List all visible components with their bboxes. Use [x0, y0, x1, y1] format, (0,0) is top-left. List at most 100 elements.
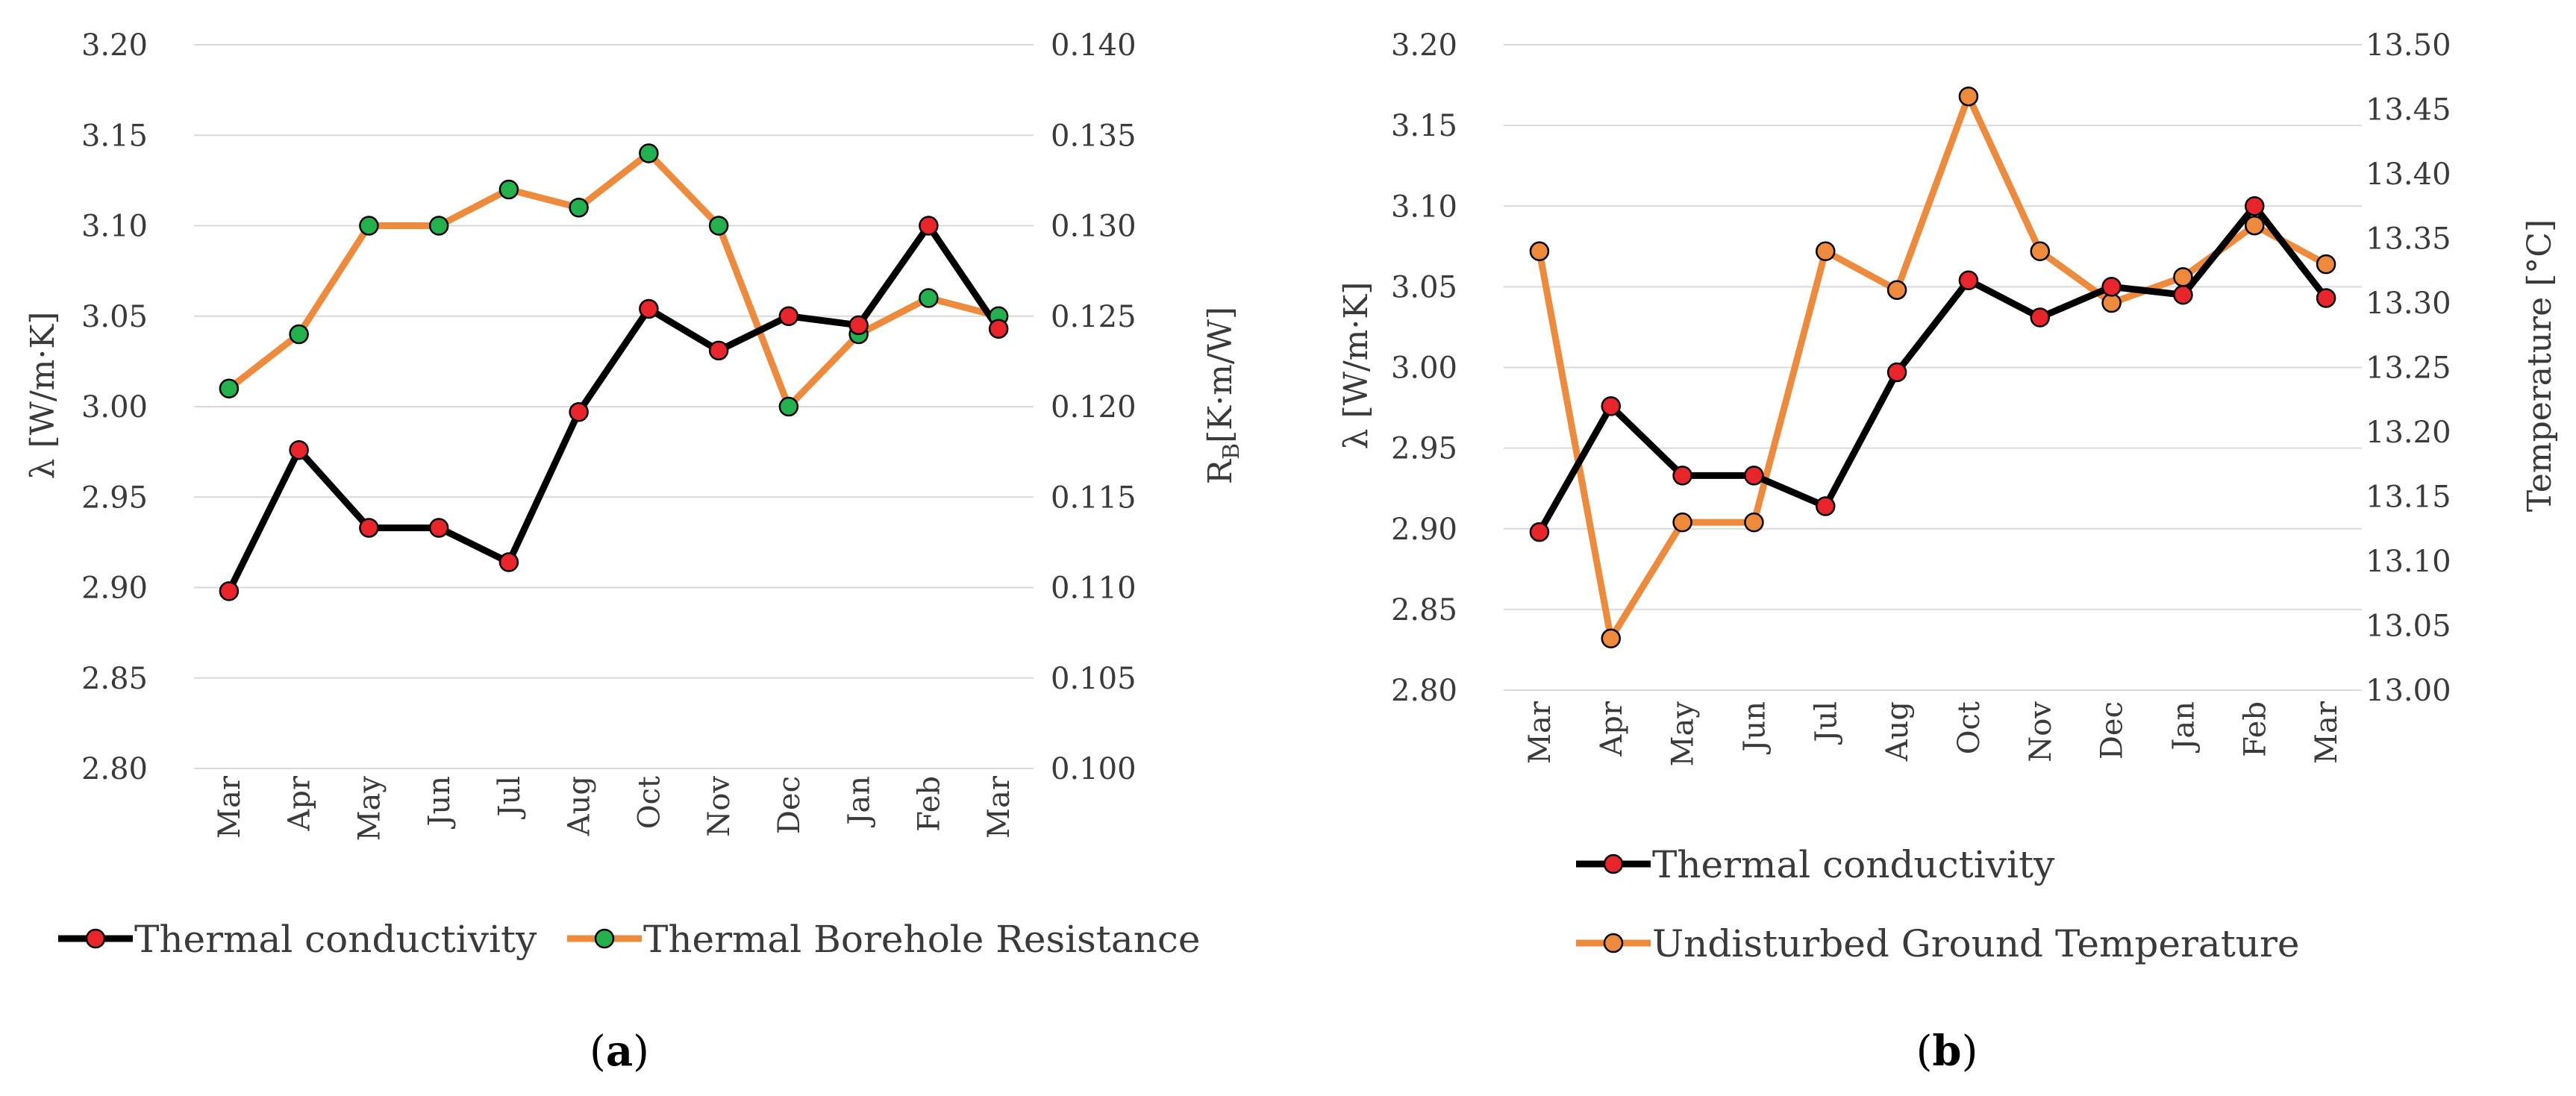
- series-0-point: [1744, 466, 1764, 486]
- y-tick-label: 2.80: [1391, 674, 1457, 708]
- chart-a-legend: Thermal conductivity Thermal Borehole Re…: [58, 918, 1201, 961]
- series-0-point: [1886, 362, 1907, 383]
- y2-tick-label: 0.110: [1051, 572, 1137, 606]
- y-tick-label: 2.95: [1391, 432, 1457, 466]
- x-tick-label: Dec: [2095, 701, 2130, 760]
- series-0-point: [639, 298, 659, 319]
- y-tick-label: 3.00: [81, 390, 148, 425]
- chart-a-legend-marker-resistance: [594, 928, 615, 949]
- chart-b-legend-marker-conductivity: [1603, 854, 1624, 874]
- x-tick-label: May: [352, 776, 387, 842]
- series-1-point: [428, 216, 449, 236]
- series-0-point: [919, 216, 939, 236]
- series-1-point: [2316, 254, 2336, 275]
- chart-a-legend-marker-conductivity: [85, 928, 106, 949]
- y-tick-label: 3.10: [81, 210, 148, 244]
- series-0-point: [708, 340, 729, 361]
- chart-b-left-axis-title: λ [W/m·K]: [1337, 282, 1375, 450]
- x-tick-label: Oct: [1952, 701, 1986, 754]
- series-1-point: [2173, 267, 2193, 287]
- chart-b-series-markers: [1529, 86, 2336, 649]
- chart-a-legend-label-resistance: Thermal Borehole Resistance: [643, 918, 1201, 961]
- series-1-point: [359, 216, 379, 236]
- series-0-point: [2101, 277, 2122, 297]
- chart-a-right-ticks: 0.100 0.105 0.110 0.115 0.120 0.125 0.130 0.135…: [1051, 28, 1137, 786]
- series-0-point: [848, 315, 869, 336]
- series-1-point: [778, 396, 799, 417]
- y2-tick-label: 0.140: [1051, 28, 1137, 63]
- chart-b-legend: Thermal conductivity Undisturbed Ground …: [1576, 843, 2300, 965]
- y2-tick-label: 0.115: [1051, 480, 1137, 515]
- series-1-point: [1886, 280, 1907, 300]
- x-tick-label: Jul: [493, 776, 527, 820]
- y2-tick-label: 13.10: [2366, 545, 2451, 579]
- x-tick-label: Jul: [1809, 701, 1843, 745]
- series-line-1: [227, 150, 1000, 410]
- series-1-point: [2030, 241, 2050, 262]
- y2-tick-label: 0.135: [1051, 119, 1137, 153]
- x-tick-label: Aug: [563, 776, 597, 836]
- x-tick-label: Jan: [842, 776, 877, 828]
- series-1-point: [1601, 628, 1621, 649]
- series-line-1: [1536, 93, 2328, 642]
- x-tick-label: Jun: [422, 776, 457, 830]
- series-0-point: [2030, 307, 2050, 328]
- series-0-point: [2245, 196, 2265, 216]
- y-tick-label: 3.00: [1391, 351, 1457, 386]
- y2-tick-label: 0.120: [1051, 390, 1137, 425]
- chart-a-caption: (a): [590, 1027, 649, 1076]
- x-tick-label: May: [1666, 701, 1701, 767]
- chart-a-series-markers: [219, 143, 1009, 601]
- x-tick-label: Jun: [1737, 701, 1772, 755]
- chart-b-right-ticks: 13.00 13.05 13.10 13.15 13.20 13.25 13.30 13.35…: [2366, 28, 2451, 708]
- chart-b-gridlines: [1504, 44, 2362, 691]
- chart-a: 2.80 2.85 2.90 2.95 3.00 3.05 3.10 3.15 3.20 0.1…: [24, 28, 1245, 1076]
- y2-tick-label: 13.20: [2366, 416, 2451, 450]
- chart-a-x-ticks: Mar Apr May Jun Jul Aug Oct Nov Dec Jan Feb Mar: [213, 775, 1016, 841]
- series-1-point: [289, 324, 309, 345]
- y-tick-label: 2.80: [81, 752, 148, 786]
- series-1-point: [219, 378, 240, 398]
- x-tick-label: Feb: [2238, 701, 2272, 757]
- x-tick-label: Mar: [1523, 701, 1557, 764]
- series-0-point: [1816, 496, 1836, 516]
- chart-b-legend-label-conductivity: Thermal conductivity: [1652, 843, 2055, 886]
- y-tick-label: 2.95: [81, 480, 148, 515]
- series-1-point: [639, 143, 659, 163]
- y2-tick-label: 13.30: [2366, 286, 2451, 321]
- y-tick-label: 2.85: [1391, 593, 1457, 627]
- series-0-point: [359, 518, 379, 538]
- y-tick-label: 3.20: [81, 28, 148, 63]
- series-0-point: [2316, 288, 2336, 308]
- y-tick-label: 2.90: [1391, 513, 1457, 547]
- chart-b-left-ticks: 2.80 2.85 2.90 2.95 3.00 3.05 3.10 3.15 3.20: [1391, 28, 1457, 708]
- y-tick-label: 2.90: [81, 572, 148, 606]
- series-0-point: [1672, 466, 1692, 486]
- y2-tick-label: 13.50: [2366, 28, 2451, 63]
- series-1-point: [1529, 241, 1550, 262]
- x-tick-label: Apr: [1595, 701, 1629, 757]
- series-1-point: [1744, 512, 1764, 533]
- chart-b-legend-marker-temperature: [1603, 933, 1624, 953]
- y-tick-label: 3.05: [1391, 270, 1457, 304]
- y-tick-label: 2.85: [81, 662, 148, 696]
- y2-tick-label: 13.00: [2366, 674, 2451, 708]
- y-tick-label: 3.10: [1391, 190, 1457, 224]
- chart-b-x-ticks: Mar Apr May Jun Jul Aug Oct Nov Dec Jan Feb Mar: [1523, 701, 2344, 766]
- x-tick-label: Dec: [772, 776, 807, 834]
- y2-tick-label: 0.130: [1051, 210, 1137, 244]
- y2-tick-label: 0.125: [1051, 300, 1137, 334]
- chart-a-legend-label-conductivity: Thermal conductivity: [134, 918, 537, 961]
- x-tick-label: Jan: [2166, 701, 2201, 754]
- x-tick-label: Aug: [1881, 701, 1915, 762]
- chart-b-right-axis-title: Temperature [°C]: [2521, 219, 2559, 512]
- chart-b-caption: (b): [1916, 1027, 1978, 1076]
- series-1-point: [498, 179, 519, 200]
- y2-tick-label: 13.25: [2366, 351, 2451, 386]
- chart-b-series-lines: [1536, 93, 2329, 642]
- y2-tick-label: 13.05: [2366, 610, 2451, 644]
- chart-a-series-lines: [225, 150, 1001, 593]
- series-0-point: [1601, 396, 1621, 416]
- chart-a-gridlines: [194, 44, 1034, 769]
